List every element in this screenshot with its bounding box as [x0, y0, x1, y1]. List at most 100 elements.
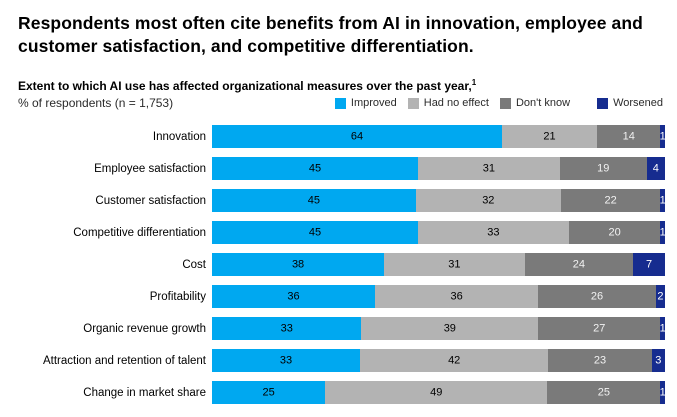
segment-value: 2 [657, 290, 664, 303]
bar-segment: 23 [548, 349, 652, 373]
chart-subtitle: Extent to which AI use has affected orga… [18, 78, 665, 94]
segment-value: 22 [604, 194, 617, 207]
respondents-note: % of respondents (n = 1,753) [18, 96, 174, 111]
segment-value: 4 [652, 162, 659, 175]
segment-value: 1 [659, 226, 666, 239]
legend-item: Worsened [597, 97, 663, 109]
segment-value: 64 [350, 130, 364, 143]
bar-segment: 39 [361, 317, 539, 341]
chart-row: Change in market share 25 49 25 1 [18, 381, 666, 405]
row-label: Customer satisfaction [95, 194, 206, 207]
legend-label: Don't know [515, 97, 571, 110]
chart: Innovation 64 21 14 1 Employee satisfaction 45… [18, 125, 666, 405]
bar-segment: 4 [646, 157, 665, 181]
segment-value: 25 [597, 386, 610, 399]
chart-row: Organic revenue growth 33 39 27 1 [18, 317, 666, 341]
bar-segment: 42 [360, 349, 549, 373]
stacked-bar: 25 49 25 1 [212, 381, 666, 405]
meta-row: % of respondents (n = 1,753) Improved Had… [18, 96, 665, 110]
stacked-bar: 33 42 23 3 [212, 349, 665, 373]
bar-segment: 1 [660, 125, 666, 149]
bar-segment: 45 [212, 157, 418, 181]
row-label: Employee satisfaction [94, 162, 206, 175]
bar-segment: 2 [655, 285, 665, 309]
stacked-bar: 64 21 14 1 [212, 125, 666, 149]
segment-value: 21 [543, 130, 556, 143]
stacked-bar: 36 36 26 2 [212, 285, 665, 309]
chart-legend: Improved Had no effect Don't know Worsened [334, 97, 665, 110]
segment-value: 7 [646, 258, 653, 271]
segment-value: 27 [593, 322, 606, 335]
bar-segment: 3 [651, 349, 665, 373]
segment-value: 45 [308, 226, 322, 239]
stacked-bar: 33 39 27 1 [212, 317, 666, 341]
row-label: Organic revenue growth [83, 322, 206, 335]
chart-row: Employee satisfaction 45 31 19 4 [18, 157, 665, 181]
legend-label: Had no effect [423, 97, 489, 110]
legend-swatch-icon [597, 97, 609, 109]
segment-value: 33 [487, 226, 500, 239]
bar-segment: 33 [212, 349, 360, 373]
segment-value: 19 [597, 162, 610, 175]
row-label: Competitive differentiation [73, 226, 206, 239]
segment-value: 26 [590, 290, 604, 303]
legend-swatch-icon [334, 97, 346, 109]
segment-value: 32 [482, 194, 495, 207]
segment-value: 24 [572, 258, 586, 271]
bar-segment: 27 [538, 317, 661, 341]
segment-value: 14 [622, 130, 635, 143]
legend-item: Had no effect [407, 97, 489, 110]
bar-segment: 26 [538, 285, 656, 309]
bar-segment: 25 [547, 381, 661, 405]
segment-value: 33 [279, 354, 293, 367]
stacked-bar: 45 33 20 1 [212, 221, 666, 245]
bar-segment: 7 [633, 253, 665, 277]
bar-segment: 33 [212, 317, 362, 341]
legend-item: Don't know [499, 97, 571, 110]
segment-value: 31 [482, 162, 495, 175]
bar-segment: 33 [417, 221, 569, 245]
bar-segment: 24 [524, 253, 634, 277]
bar-segment: 32 [415, 189, 561, 213]
segment-value: 23 [593, 354, 607, 367]
stacked-bar: 45 32 22 1 [212, 189, 666, 213]
row-label: Innovation [152, 130, 206, 143]
legend-label: Worsened [613, 97, 663, 110]
segment-value: 39 [443, 322, 456, 335]
segment-value: 1 [659, 194, 666, 207]
footnote-marker: 1 [471, 78, 477, 88]
legend-swatch-icon [407, 97, 419, 109]
chart-row: Attraction and retention of talent 33 42 23… [18, 349, 665, 373]
segment-value: 38 [291, 258, 305, 271]
bar-segment: 31 [417, 157, 560, 181]
segment-value: 36 [287, 290, 300, 303]
segment-value: 45 [308, 162, 322, 175]
segment-value: 42 [448, 354, 461, 367]
segment-value: 45 [307, 194, 321, 207]
chart-subtitle-text: Extent to which AI use has affected orga… [18, 79, 472, 94]
bar-segment: 1 [660, 381, 666, 405]
legend-swatch-icon [499, 97, 511, 109]
segment-value: 49 [430, 386, 443, 399]
segment-value: 31 [448, 258, 461, 271]
bar-segment: 1 [659, 189, 666, 213]
row-label: Change in market share [83, 386, 206, 399]
chart-row: Innovation 64 21 14 1 [18, 125, 666, 149]
bar-segment: 14 [597, 125, 661, 149]
bar-segment: 19 [559, 157, 647, 181]
bar-segment: 45 [212, 221, 418, 245]
bar-segment: 64 [212, 125, 502, 149]
chart-row: Profitability 36 36 26 2 [18, 285, 665, 309]
bar-segment: 20 [568, 221, 661, 245]
bar-segment: 31 [384, 253, 525, 277]
bar-segment: 36 [212, 285, 376, 309]
row-label: Cost [182, 258, 206, 271]
chart-row: Customer satisfaction 45 32 22 1 [18, 189, 666, 213]
bar-segment: 22 [560, 189, 661, 213]
bar-segment: 38 [212, 253, 385, 277]
bar-segment: 49 [325, 381, 548, 405]
bar-segment: 1 [659, 221, 666, 245]
row-label: Profitability [149, 290, 206, 303]
segment-value: 1 [659, 322, 666, 335]
